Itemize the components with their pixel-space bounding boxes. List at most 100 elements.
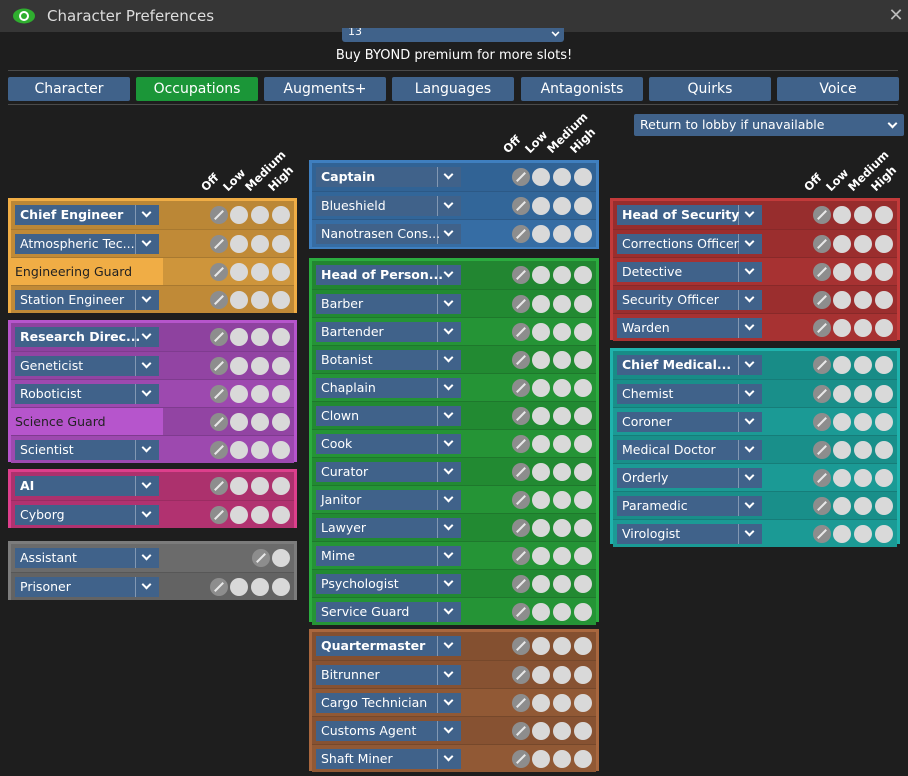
job-dropdown-mime[interactable]: Mime [316, 546, 461, 566]
off-slash-icon[interactable] [813, 206, 831, 224]
off-slash-icon[interactable] [813, 497, 831, 515]
priority-low[interactable] [230, 206, 248, 224]
priority-medium[interactable] [553, 694, 571, 712]
job-dropdown-atmospheric-tec[interactable]: Atmospheric Tec... [15, 234, 159, 254]
priority-high[interactable] [574, 694, 592, 712]
priority-high[interactable] [875, 497, 893, 515]
job-dropdown-orderly[interactable]: Orderly [617, 468, 762, 488]
job-dropdown-janitor[interactable]: Janitor [316, 490, 461, 510]
off-slash-icon[interactable] [512, 547, 530, 565]
priority-low[interactable] [230, 477, 248, 495]
priority-high[interactable] [574, 491, 592, 509]
off-slash-icon[interactable] [813, 291, 831, 309]
job-dropdown-station-engineer[interactable]: Station Engineer [15, 290, 159, 310]
close-icon[interactable]: ✕ [888, 5, 904, 26]
tab-quirks[interactable]: Quirks [649, 77, 771, 101]
priority-high[interactable] [574, 225, 592, 243]
off-slash-icon[interactable] [512, 463, 530, 481]
priority-low[interactable] [230, 441, 248, 459]
priority-medium[interactable] [553, 379, 571, 397]
off-slash-icon[interactable] [210, 263, 228, 281]
priority-medium[interactable] [553, 637, 571, 655]
priority-low[interactable] [532, 637, 550, 655]
off-slash-icon[interactable] [512, 722, 530, 740]
job-dropdown-botanist[interactable]: Botanist [316, 350, 461, 370]
priority-high[interactable] [574, 323, 592, 341]
priority-medium[interactable] [553, 351, 571, 369]
priority-low[interactable] [532, 266, 550, 284]
off-slash-icon[interactable] [813, 525, 831, 543]
off-slash-icon[interactable] [512, 750, 530, 768]
job-dropdown-prisoner[interactable]: Prisoner [15, 577, 159, 597]
priority-high[interactable] [272, 206, 290, 224]
priority-medium[interactable] [553, 197, 571, 215]
job-dropdown-customs-agent[interactable]: Customs Agent [316, 721, 461, 741]
off-slash-icon[interactable] [210, 357, 228, 375]
job-dropdown-bartender[interactable]: Bartender [316, 322, 461, 342]
priority-medium[interactable] [553, 603, 571, 621]
priority-high[interactable] [272, 328, 290, 346]
off-slash-icon[interactable] [210, 385, 228, 403]
priority-medium[interactable] [251, 328, 269, 346]
job-dropdown-chemist[interactable]: Chemist [617, 384, 762, 404]
job-dropdown-psychologist[interactable]: Psychologist [316, 574, 461, 594]
priority-medium[interactable] [854, 441, 872, 459]
off-slash-icon[interactable] [210, 206, 228, 224]
priority-medium[interactable] [854, 469, 872, 487]
priority-low[interactable] [532, 575, 550, 593]
priority-medium[interactable] [854, 291, 872, 309]
priority-low[interactable] [230, 357, 248, 375]
off-slash-icon[interactable] [512, 694, 530, 712]
job-dropdown-ai[interactable]: AI [15, 476, 159, 496]
priority-medium[interactable] [553, 463, 571, 481]
priority-high[interactable] [574, 519, 592, 537]
priority-high[interactable] [272, 506, 290, 524]
job-dropdown-roboticist[interactable]: Roboticist [15, 384, 159, 404]
off-slash-icon[interactable] [512, 266, 530, 284]
job-dropdown-warden[interactable]: Warden [617, 318, 762, 338]
off-slash-icon[interactable] [512, 168, 530, 186]
off-slash-icon[interactable] [512, 575, 530, 593]
priority-medium[interactable] [553, 225, 571, 243]
priority-medium[interactable] [854, 356, 872, 374]
priority-medium[interactable] [854, 206, 872, 224]
tab-antagonists[interactable]: Antagonists [521, 77, 643, 101]
job-dropdown-chief-medical[interactable]: Chief Medical... [617, 355, 762, 375]
priority-low[interactable] [833, 235, 851, 253]
off-slash-icon[interactable] [210, 578, 228, 596]
priority-high[interactable] [875, 263, 893, 281]
priority-low[interactable] [532, 168, 550, 186]
off-slash-icon[interactable] [210, 235, 228, 253]
priority-low[interactable] [532, 323, 550, 341]
off-slash-icon[interactable] [813, 356, 831, 374]
priority-high[interactable] [574, 750, 592, 768]
priority-high[interactable] [875, 441, 893, 459]
job-dropdown-cyborg[interactable]: Cyborg [15, 505, 159, 525]
priority-high[interactable] [272, 263, 290, 281]
priority-medium[interactable] [553, 266, 571, 284]
priority-medium[interactable] [553, 750, 571, 768]
priority-high[interactable] [574, 197, 592, 215]
priority-low[interactable] [230, 291, 248, 309]
priority-low[interactable] [230, 578, 248, 596]
off-slash-icon[interactable] [512, 295, 530, 313]
off-slash-icon[interactable] [813, 441, 831, 459]
job-dropdown-coroner[interactable]: Coroner [617, 412, 762, 432]
priority-low[interactable] [833, 291, 851, 309]
job-dropdown-service-guard[interactable]: Service Guard [316, 602, 461, 622]
priority-low[interactable] [230, 413, 248, 431]
off-slash-icon[interactable] [512, 637, 530, 655]
off-slash-icon[interactable] [210, 477, 228, 495]
priority-medium[interactable] [854, 525, 872, 543]
priority-low[interactable] [833, 441, 851, 459]
off-slash-icon[interactable] [813, 235, 831, 253]
priority-high[interactable] [574, 463, 592, 481]
priority-low[interactable] [230, 235, 248, 253]
job-dropdown-medical-doctor[interactable]: Medical Doctor [617, 440, 762, 460]
job-dropdown-captain[interactable]: Captain [316, 167, 461, 187]
priority-high[interactable] [574, 547, 592, 565]
priority-low[interactable] [532, 519, 550, 537]
job-dropdown-quartermaster[interactable]: Quartermaster [316, 636, 461, 656]
priority-high[interactable] [574, 603, 592, 621]
off-slash-icon[interactable] [210, 413, 228, 431]
